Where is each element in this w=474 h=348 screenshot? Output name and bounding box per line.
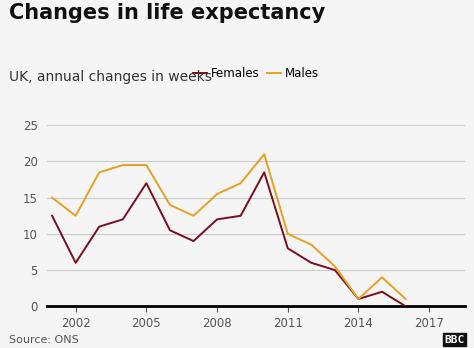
- Text: Changes in life expectancy: Changes in life expectancy: [9, 3, 326, 23]
- Text: UK, annual changes in weeks: UK, annual changes in weeks: [9, 70, 212, 84]
- Legend: Females, Males: Females, Males: [189, 62, 323, 85]
- Text: Source: ONS: Source: ONS: [9, 334, 79, 345]
- Text: BBC: BBC: [444, 334, 465, 345]
